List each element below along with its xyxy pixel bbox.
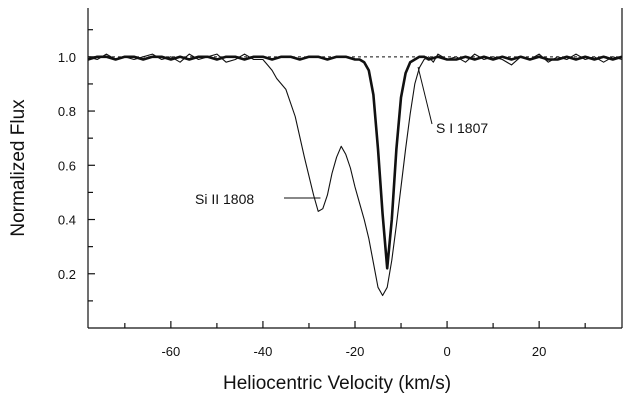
x-axis-title: Heliocentric Velocity (km/s) <box>223 373 451 394</box>
y-tick-label: 0.8 <box>58 104 76 119</box>
x-tick-label: 0 <box>443 344 450 359</box>
y-tick-label: 1.0 <box>58 50 76 65</box>
series-line-s-i-1807 <box>87 55 623 270</box>
x-tick-label: -20 <box>346 344 365 359</box>
y-tick-label: 0.2 <box>58 267 76 282</box>
x-tick-label: 20 <box>532 344 546 359</box>
series-label-si-ii-1808: Si II 1808 <box>195 191 254 207</box>
ticks <box>88 29 586 328</box>
series-line-si-ii-1808 <box>87 53 623 297</box>
series-label-s-i-1807: S I 1807 <box>436 120 488 136</box>
labels: 0.2 0.4 0.6 0.8 1.0 -60 -40 -20 0 20 Si II 1808 S I… <box>58 50 546 359</box>
x-tick-label: -40 <box>254 344 273 359</box>
y-tick-label: 0.4 <box>58 213 76 228</box>
y-axis-title: Normalized Flux <box>8 99 29 237</box>
plot-area <box>87 53 623 297</box>
x-tick-label: -60 <box>161 344 180 359</box>
series-layer <box>87 53 623 297</box>
label-leader-s-i-1807 <box>417 66 433 125</box>
leader-layer <box>283 66 433 199</box>
y-tick-label: 0.6 <box>58 158 76 173</box>
